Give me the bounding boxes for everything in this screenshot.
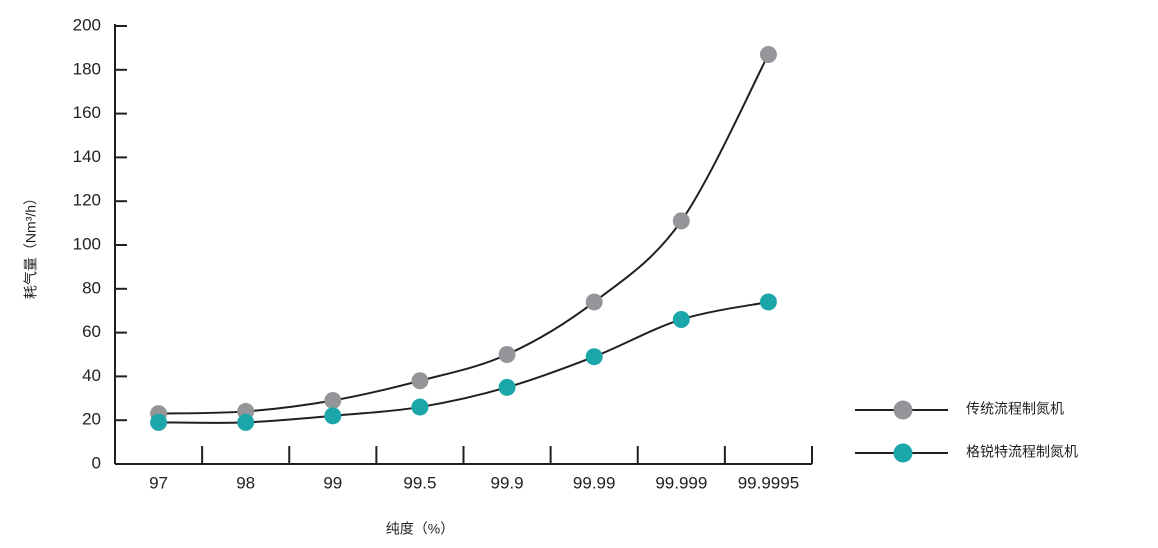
legend-label: 传统流程制氮机: [966, 401, 1064, 417]
y-axis-label: 耗气量（Nm³/h）: [23, 191, 39, 299]
data-point: [411, 372, 429, 390]
y-tick-label: 20: [82, 410, 101, 429]
y-tick-label: 140: [73, 147, 101, 166]
data-point: [672, 310, 690, 328]
data-point: [759, 293, 777, 311]
x-tick-label: 99: [323, 473, 342, 492]
x-tick-label: 99.99: [573, 473, 616, 492]
x-tick-label: 99.5: [403, 473, 436, 492]
data-point: [759, 45, 777, 63]
data-point: [585, 293, 603, 311]
y-tick-label: 200: [73, 15, 101, 34]
legend-marker: [893, 443, 913, 463]
y-tick-label: 180: [73, 59, 101, 78]
data-point: [498, 378, 516, 396]
y-tick-label: 40: [82, 366, 101, 385]
data-point: [237, 413, 255, 431]
data-point: [672, 212, 690, 230]
y-tick-label: 60: [82, 322, 101, 341]
data-point: [585, 348, 603, 366]
x-tick-label: 97: [149, 473, 168, 492]
y-tick-label: 120: [73, 191, 101, 210]
data-point: [411, 398, 429, 416]
data-point: [324, 407, 342, 425]
x-tick-label: 99.999: [655, 473, 707, 492]
y-tick-label: 0: [92, 453, 101, 472]
data-point: [150, 413, 168, 431]
y-tick-label: 80: [82, 278, 101, 297]
data-point: [324, 391, 342, 409]
y-tick-label: 100: [73, 234, 101, 253]
data-point: [498, 346, 516, 363]
series-line: [158, 54, 770, 415]
x-tick-label: 99.9: [491, 473, 524, 492]
x-axis-label: 纯度（%）: [386, 521, 454, 537]
x-tick-label: 98: [236, 473, 255, 492]
legend-marker: [893, 400, 913, 420]
series-line: [158, 300, 769, 424]
legend-label: 格锐特流程制氮机: [966, 444, 1078, 460]
x-tick-label: 99.9995: [738, 473, 799, 492]
y-tick-label: 160: [73, 103, 101, 122]
